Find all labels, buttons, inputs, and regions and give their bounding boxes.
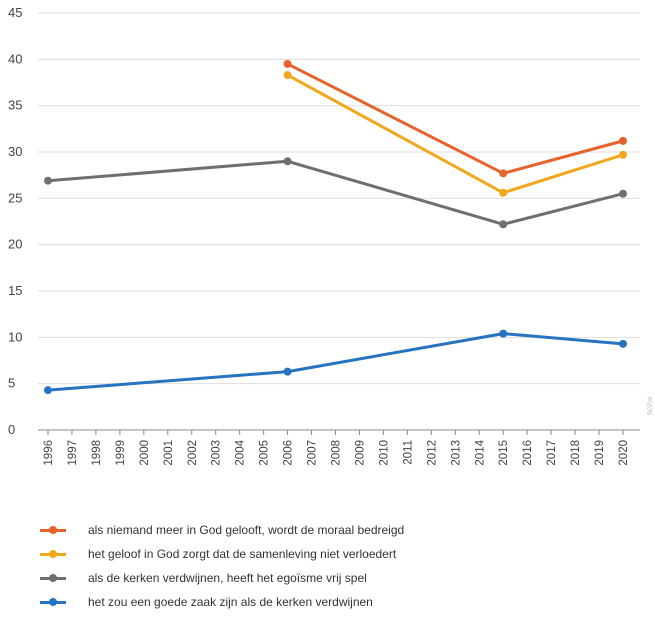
x-tick-label: 2019 <box>594 440 606 466</box>
x-tick-label: 1996 <box>43 440 55 466</box>
x-tick-label: 2020 <box>618 440 630 466</box>
x-tick-label: 1997 <box>67 440 79 466</box>
data-point <box>283 59 292 68</box>
gridlines <box>38 12 640 431</box>
y-axis-ticks: 0 5 10 15 20 25 30 35 40 45 <box>8 5 22 437</box>
data-point <box>499 329 508 338</box>
y-tick-label: 10 <box>8 329 22 344</box>
x-tick-label: 2011 <box>402 440 414 465</box>
data-point <box>283 367 292 376</box>
legend-label: als de kerken verdwijnen, heeft het egoï… <box>88 571 367 585</box>
series <box>283 71 627 197</box>
x-tick-label: 2005 <box>259 440 271 466</box>
x-tick-label: 2006 <box>283 440 295 466</box>
data-point <box>44 176 52 185</box>
data-point <box>44 386 52 395</box>
data-point <box>619 136 627 145</box>
x-tick-label: 2001 <box>163 440 175 466</box>
y-tick-label: 35 <box>8 98 22 113</box>
y-tick-label: 5 <box>8 376 15 391</box>
legend-item: het geloof in God zorgt dat de samenlevi… <box>40 542 640 566</box>
x-tick-label: 2012 <box>426 440 438 466</box>
x-tick-label: 2018 <box>570 440 582 466</box>
y-tick-label: 45 <box>8 5 22 20</box>
y-tick-label: 0 <box>8 422 15 437</box>
x-axis-ticks: 1996 1997 1998 1999 2000 2001 2002 2003 2004 2005… <box>43 430 630 466</box>
series-lines <box>44 59 627 395</box>
y-tick-label: 30 <box>8 144 22 159</box>
x-tick-label: 2014 <box>474 439 486 465</box>
legend-item: het zou een goede zaak zijn als de kerke… <box>40 590 640 614</box>
watermark: SCP.nl <box>648 397 654 415</box>
legend: als niemand meer in God gelooft, wordt d… <box>40 518 640 614</box>
legend-swatch <box>40 525 66 534</box>
x-tick-label: 2008 <box>331 440 343 466</box>
legend-label: het geloof in God zorgt dat de samenlevi… <box>88 547 397 561</box>
series <box>44 329 627 395</box>
x-tick-label: 2002 <box>187 440 199 466</box>
x-tick-label: 2015 <box>498 440 510 466</box>
x-tick-label: 2004 <box>235 439 247 465</box>
data-point <box>499 188 508 197</box>
y-tick-label: 40 <box>8 51 22 66</box>
y-tick-label: 15 <box>8 283 22 298</box>
data-point <box>619 339 627 348</box>
x-tick-label: 2009 <box>354 440 366 466</box>
series <box>44 157 627 229</box>
data-point <box>619 189 627 198</box>
data-point <box>619 150 627 159</box>
legend-item: als de kerken verdwijnen, heeft het egoï… <box>40 566 640 590</box>
legend-item: als niemand meer in God gelooft, wordt d… <box>40 518 640 542</box>
data-point <box>283 157 292 166</box>
x-tick-label: 1999 <box>115 440 127 466</box>
series-line <box>46 159 625 226</box>
y-tick-label: 25 <box>8 190 22 205</box>
x-tick-label: 2007 <box>307 440 319 466</box>
legend-swatch <box>40 597 66 606</box>
series-line <box>286 62 625 175</box>
x-tick-label: 2017 <box>546 440 558 466</box>
data-point <box>499 169 508 178</box>
x-tick-label: 2013 <box>450 440 462 466</box>
x-tick-label: 1998 <box>91 440 103 466</box>
data-point <box>283 71 292 80</box>
x-tick-label: 2003 <box>211 440 223 466</box>
x-tick-label: 2010 <box>378 440 390 466</box>
series-line <box>46 332 625 392</box>
y-tick-label: 20 <box>8 237 22 252</box>
line-chart: 0 5 10 15 20 25 30 35 40 45 1996 1997 1998 1999 2000 2… <box>8 5 654 466</box>
data-point <box>499 220 508 229</box>
series <box>283 59 627 178</box>
legend-swatch <box>40 549 66 558</box>
x-tick-label: 2016 <box>522 440 534 466</box>
x-tick-label: 2000 <box>139 440 151 466</box>
legend-label: het zou een goede zaak zijn als de kerke… <box>88 595 373 609</box>
legend-swatch <box>40 573 66 582</box>
legend-label: als niemand meer in God gelooft, wordt d… <box>88 523 405 537</box>
